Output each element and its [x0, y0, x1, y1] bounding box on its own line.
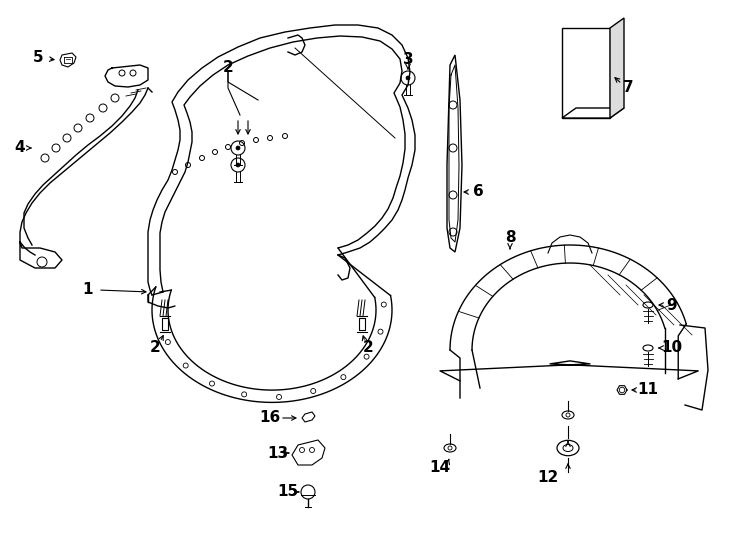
Circle shape — [236, 163, 240, 167]
Text: 8: 8 — [505, 231, 515, 246]
Text: 3: 3 — [403, 52, 413, 68]
Text: 2: 2 — [150, 341, 160, 355]
Text: 15: 15 — [277, 484, 299, 500]
Polygon shape — [610, 18, 624, 118]
Text: 16: 16 — [259, 410, 280, 426]
Polygon shape — [60, 53, 76, 67]
Text: 12: 12 — [537, 470, 559, 485]
Circle shape — [236, 146, 240, 150]
Polygon shape — [292, 440, 325, 465]
Text: 5: 5 — [33, 51, 43, 65]
Text: 6: 6 — [473, 185, 484, 199]
Text: 10: 10 — [661, 341, 683, 355]
Polygon shape — [562, 108, 624, 118]
Text: 11: 11 — [638, 382, 658, 397]
Text: 2: 2 — [363, 341, 374, 355]
Polygon shape — [302, 412, 315, 422]
Text: 2: 2 — [222, 60, 233, 76]
Text: 13: 13 — [267, 446, 288, 461]
Text: 1: 1 — [83, 282, 93, 298]
Circle shape — [406, 76, 410, 80]
Text: 14: 14 — [429, 461, 451, 476]
Polygon shape — [447, 55, 462, 252]
Text: 9: 9 — [666, 298, 677, 313]
Bar — [562, 28, 610, 118]
Text: 4: 4 — [15, 140, 25, 156]
Text: 7: 7 — [622, 80, 633, 96]
